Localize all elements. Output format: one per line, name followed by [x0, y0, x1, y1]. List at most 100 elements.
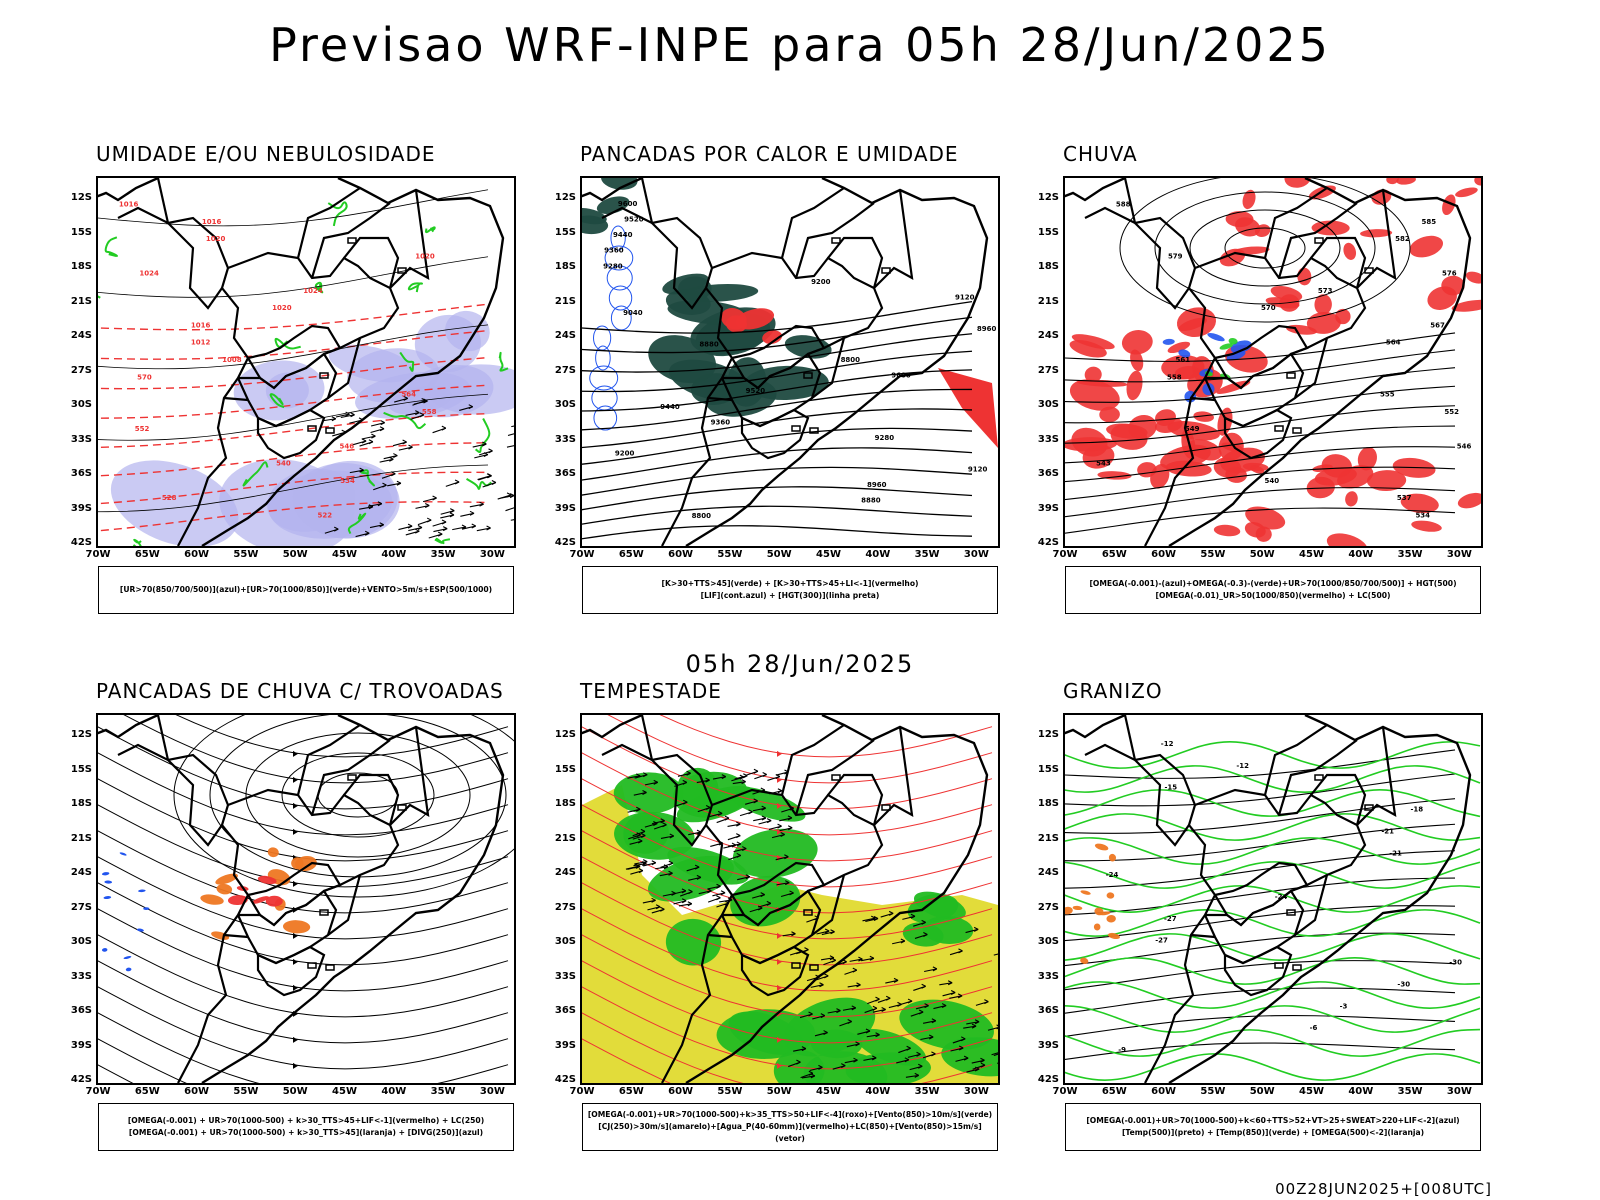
longitude-tick-label: 60W	[1151, 1086, 1177, 1097]
wind-vector	[939, 980, 953, 986]
state-border	[1134, 222, 1190, 310]
low-level-humidity-contour	[314, 281, 324, 294]
omega-500-area	[1080, 957, 1089, 964]
wind-vector	[839, 1019, 852, 1027]
wind-vector	[842, 1005, 857, 1011]
wind-vector	[899, 998, 913, 1006]
coastline	[1065, 715, 1472, 1083]
rain-area	[1366, 470, 1407, 492]
longitude-tick-label: 55W	[1200, 549, 1226, 560]
streamline-250-arrow	[293, 776, 298, 783]
lake-outline	[347, 237, 357, 244]
legend-line: [OMEGA(-0.001) + UR>70(1000-500) + k>30_…	[127, 1116, 485, 1125]
rain-area	[1167, 341, 1191, 354]
state-border	[640, 715, 654, 761]
height-500-contour	[1189, 209, 1341, 287]
state-border	[389, 189, 430, 289]
wind-vector	[793, 1046, 807, 1052]
longitude-tick-label: 45W	[816, 549, 841, 560]
lake-outline	[307, 962, 317, 969]
height-500-contour	[1065, 405, 1456, 444]
wind-vector	[474, 452, 489, 459]
latitude-tick-label: 18S	[1037, 261, 1059, 272]
latitude-tick-label: 39S	[70, 1039, 92, 1051]
wind-vector	[660, 833, 675, 839]
latitude-tick-label: 39S	[70, 502, 92, 514]
streamline-850-arrow	[777, 802, 782, 809]
wind-vector	[632, 833, 646, 840]
wind-vector	[913, 983, 926, 991]
contour-label: 570	[137, 373, 152, 381]
longitude-tick-label: 45W	[1299, 549, 1324, 560]
lake-outline	[1314, 237, 1324, 244]
wind-vector	[739, 809, 753, 817]
streamline-250	[98, 1038, 187, 1083]
longitude-axis: 70W 65W 60W 55W 50W 45W 40W 35W 30W	[570, 1086, 1000, 1100]
wind-vector	[659, 870, 673, 877]
state-border	[167, 222, 223, 310]
legend-line: [OMEGA(-0.001)+UR>70(1000-500)+k>35_TTS>…	[587, 1110, 993, 1119]
coastline	[582, 178, 989, 546]
longitude-tick-label: 50W	[1249, 549, 1275, 560]
lake-outline	[803, 909, 813, 916]
wind-vector	[744, 798, 758, 805]
longitude-tick-label: 55W	[717, 549, 743, 560]
wind-vector	[673, 898, 687, 905]
height-300-contour	[582, 408, 973, 449]
streamline-850-arrow	[777, 984, 782, 991]
state-border	[711, 251, 884, 356]
latitude-tick-label: 33S	[1037, 970, 1059, 982]
rain-area	[1357, 446, 1377, 471]
temperature-500-contour	[1065, 932, 1456, 967]
state-border	[156, 715, 170, 761]
wind-vector	[688, 874, 702, 881]
low-level-humidity-contour	[242, 461, 269, 487]
state-border	[296, 724, 361, 796]
state-border	[601, 206, 734, 546]
lake-outline	[347, 774, 357, 781]
lake-outline	[1314, 774, 1324, 781]
height-500-contour	[1065, 367, 1456, 403]
omega-500-area	[1106, 892, 1115, 899]
contour-label: 540	[1265, 477, 1280, 485]
latitude-tick-label: 21S	[70, 295, 92, 307]
longitude-tick-label: 30W	[963, 549, 989, 560]
rain-area	[1409, 235, 1444, 258]
wind-vector	[349, 467, 364, 474]
convective-area	[582, 207, 607, 225]
wind-vector	[880, 910, 894, 918]
pressure-isobar	[98, 464, 489, 513]
state-border	[1084, 743, 1217, 1083]
contour-label: 555	[1380, 391, 1395, 399]
low-level-humidity-contour	[407, 282, 423, 293]
map-frame: 588 585 582 579 576 573 570 567 564 561 558 555 552 5…	[1063, 176, 1483, 548]
contour-label: 9200	[615, 450, 635, 458]
rain-area	[1255, 526, 1272, 542]
height-300-contour	[582, 388, 973, 431]
state-border	[1263, 724, 1328, 796]
wind-vector	[408, 525, 423, 532]
wind-vector	[398, 444, 413, 451]
longitude-tick-label: 55W	[717, 1086, 743, 1097]
streamline-850-arrow	[777, 828, 782, 835]
latitude-tick-label: 42S	[70, 537, 92, 548]
wind-vector	[965, 926, 979, 934]
latitude-tick-label: 39S	[554, 502, 576, 514]
contour-label: -3	[1340, 1002, 1348, 1010]
temperature-500-contour	[1065, 749, 1456, 779]
wind-vector	[952, 1036, 966, 1044]
lifted-index-contour	[606, 265, 633, 291]
longitude-tick-label: 70W	[569, 549, 595, 560]
latitude-tick-label: 30S	[70, 399, 92, 410]
state-border	[780, 187, 845, 259]
longitude-tick-label: 40W	[1348, 549, 1374, 560]
wind-vector	[482, 479, 497, 488]
longitude-tick-label: 35W	[430, 549, 456, 560]
omega-area	[1162, 338, 1175, 345]
state-border	[811, 337, 846, 399]
latitude-tick-label: 21S	[1037, 832, 1059, 844]
contour-label: 1008	[222, 356, 242, 364]
wind-vector	[643, 860, 657, 867]
latitude-tick-label: 12S	[70, 192, 92, 203]
longitude-axis: 70W 65W 60W 55W 50W 45W 40W 35W 30W	[1053, 549, 1483, 563]
